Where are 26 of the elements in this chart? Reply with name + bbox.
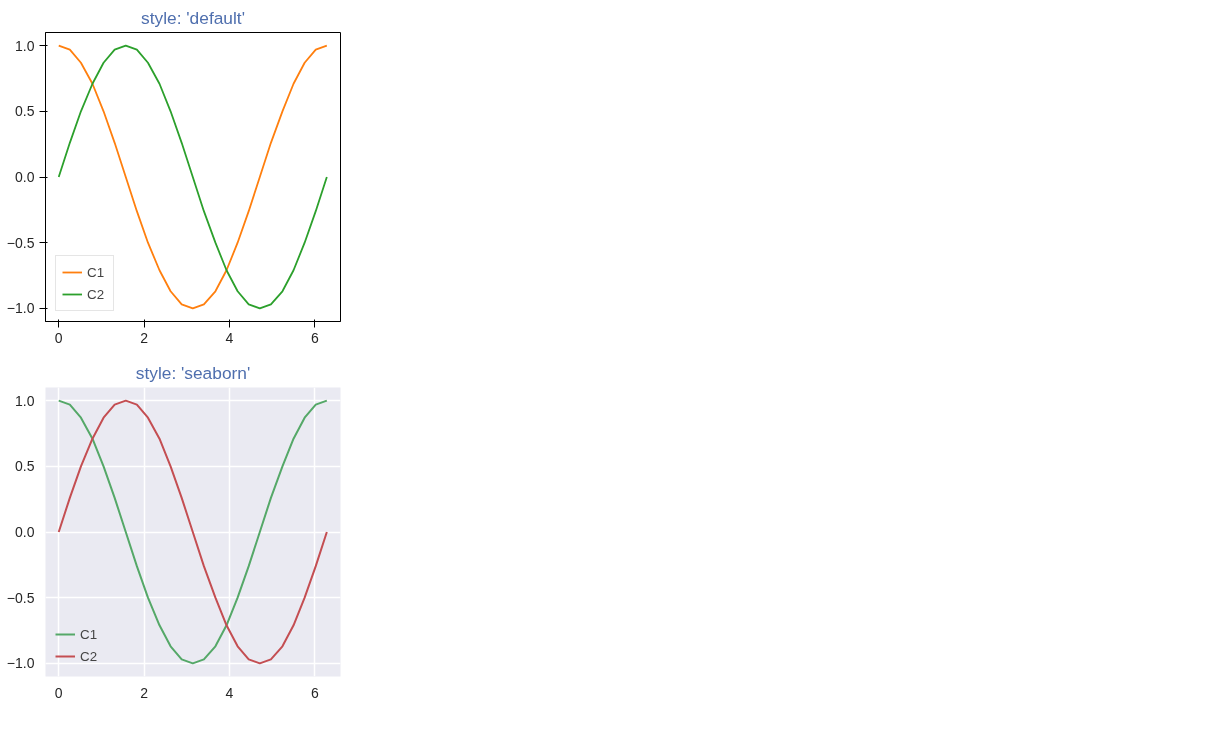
y-tick-label: 0.5 (15, 103, 35, 120)
chart-title: style: 'default' (141, 7, 245, 28)
x-tick-label: 6 (310, 329, 319, 346)
y-tick-label: 1.0 (15, 392, 35, 409)
legend-label: C2 (87, 286, 106, 302)
x-tick-label: 4 (225, 684, 234, 701)
x-tick-label: 6 (310, 684, 319, 701)
y-tick-label: −1.0 (6, 655, 35, 672)
y-tick-label: 1.0 (15, 37, 35, 54)
y-tick-label: −1.0 (6, 300, 35, 317)
chart-title: style: 'seaborn' (135, 362, 251, 383)
legend-label: C1 (80, 626, 99, 642)
x-tick-label: 0 (54, 329, 63, 346)
legend-label: C1 (87, 264, 106, 280)
x-tick-label: 2 (140, 684, 149, 701)
legend-label: C2 (80, 648, 99, 664)
y-tick-label: 0.0 (15, 169, 35, 185)
x-tick-label: 4 (225, 329, 234, 346)
line-series (57, 44, 328, 310)
x-tick-label: 2 (140, 329, 149, 346)
x-tick-label: 0 (54, 684, 63, 701)
line-series (57, 399, 328, 665)
y-tick-label: −0.5 (6, 589, 35, 606)
y-tick-label: 0.0 (15, 524, 35, 540)
y-tick-label: −0.5 (6, 234, 35, 251)
y-tick-label: 0.5 (15, 458, 35, 475)
